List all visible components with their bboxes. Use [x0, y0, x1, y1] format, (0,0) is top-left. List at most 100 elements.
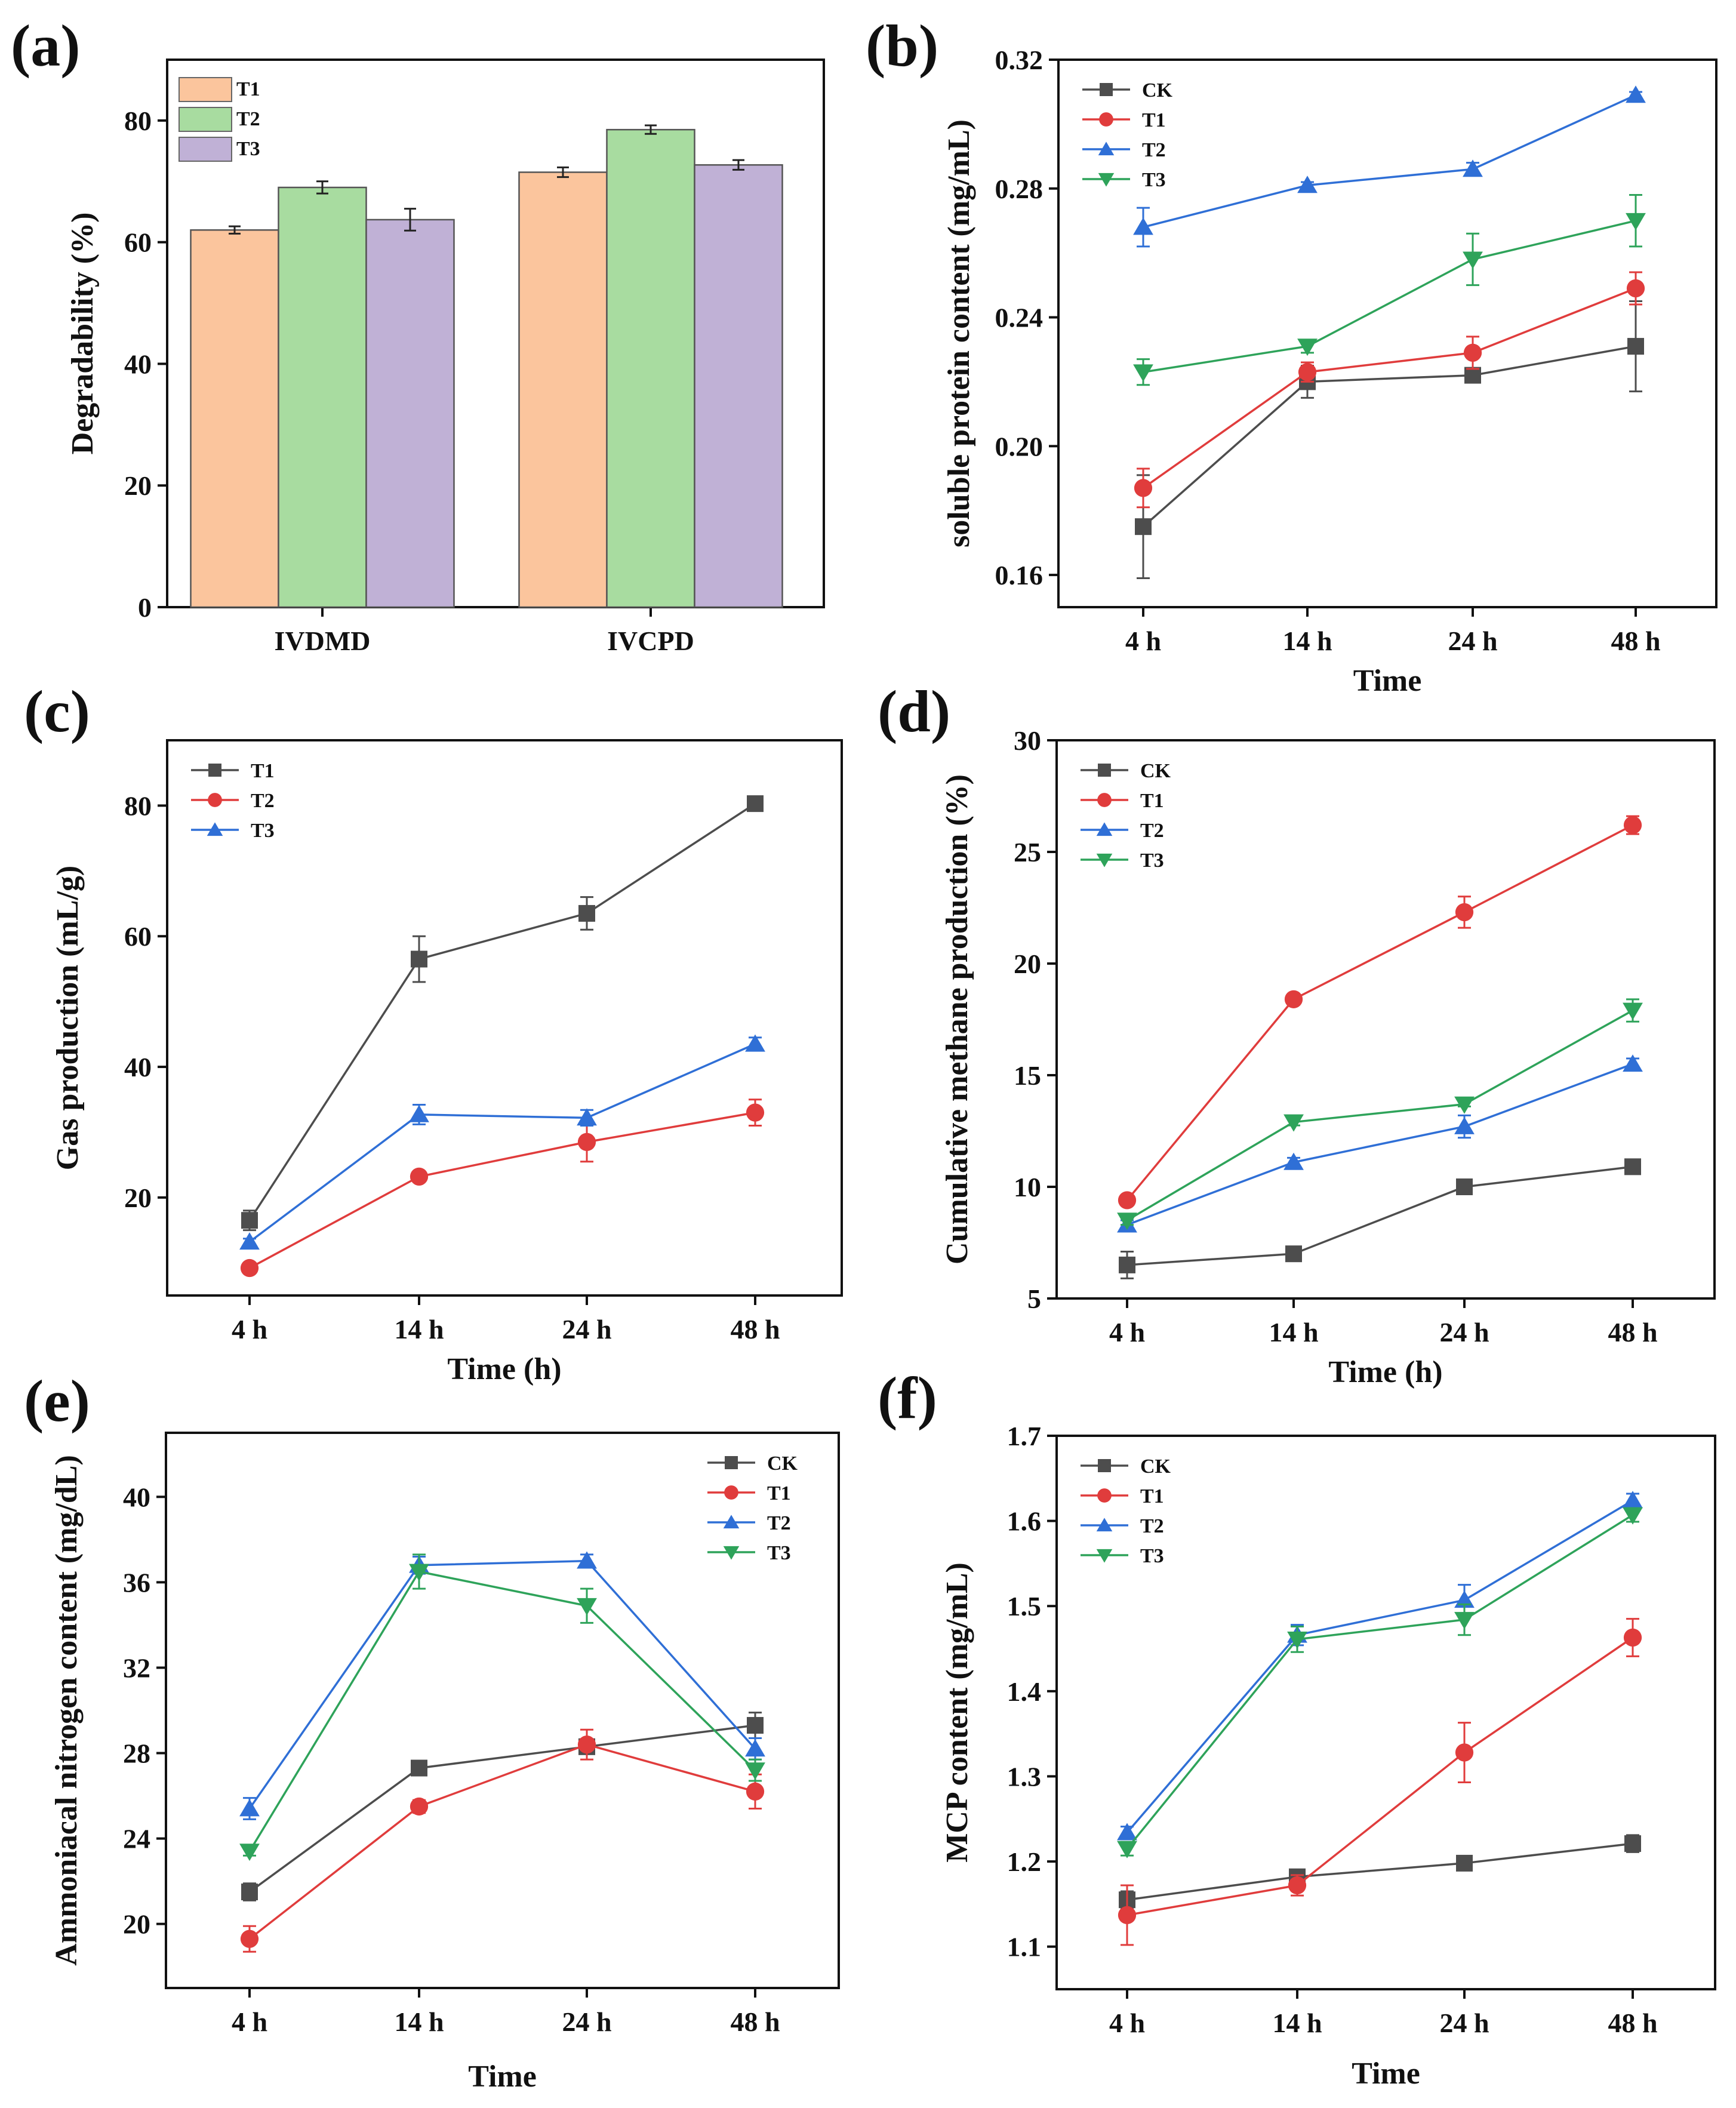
point-T3-4 h: [1117, 1841, 1137, 1858]
series-line-T2: [248, 1559, 756, 1810]
legend-label: T2: [767, 1512, 791, 1534]
point-CK-48 h: [1624, 1835, 1641, 1852]
series-line-T2: [249, 1111, 756, 1269]
legend-label: T3: [1142, 169, 1166, 191]
y-tick-label: 20: [1014, 949, 1041, 979]
y-tick-label: 10: [1014, 1172, 1041, 1202]
bar-T1-IVCPD: [518, 171, 608, 608]
bar-T1-IVDMD: [190, 229, 279, 608]
y-tick-label: 28: [123, 1738, 150, 1769]
legend-label: T3: [1140, 850, 1164, 872]
x-tick-label: 48 h: [1608, 2008, 1657, 2038]
point-CK-4 h: [1135, 518, 1152, 536]
legend-marker: [1098, 764, 1111, 777]
legend-marker: [1098, 173, 1115, 187]
point-T3-24 h: [1454, 1612, 1475, 1630]
point-T3-4 h: [239, 1232, 260, 1250]
x-tick-label: 4 h: [1125, 626, 1161, 656]
point-T3-24 h: [1454, 1096, 1475, 1114]
legend-label: T1: [251, 760, 275, 782]
legend-marker: [1096, 853, 1113, 867]
x-axis-title: Time: [1352, 2057, 1420, 2091]
y-tick-label: 1.7: [1007, 1421, 1042, 1451]
x-tick-label: 24 h: [1439, 1317, 1489, 1347]
legend-marker: [725, 1456, 738, 1469]
point-T2-48 h: [1623, 1054, 1643, 1072]
legend-swatch: [178, 77, 232, 102]
point-T2-4 h: [1117, 1823, 1137, 1841]
point-CK-14 h: [1285, 1245, 1302, 1263]
y-tick-label: 30: [1014, 725, 1041, 756]
y-axis-title: Ammoniacal nitrogen content (mg/dL): [50, 1455, 84, 1966]
point-T1-24 h: [1455, 1743, 1474, 1762]
point-CK-14 h: [411, 1759, 427, 1777]
y-tick-label: 80: [124, 106, 152, 136]
point-T1-48 h: [747, 795, 764, 813]
point-T3-14 h: [1287, 1631, 1307, 1649]
point-T3-48 h: [1626, 213, 1646, 230]
y-tick-label: 60: [124, 921, 152, 952]
y-tick-label: 24: [123, 1824, 150, 1854]
y-tick-label: 80: [124, 790, 152, 821]
x-tick-label: 14 h: [1282, 626, 1332, 656]
y-axis-title: Cumulative methane production (%): [940, 774, 974, 1264]
y-tick-label: 40: [124, 1052, 152, 1082]
legend-label: CK: [1140, 760, 1171, 782]
legend-marker: [723, 1546, 740, 1560]
plot-frame: [166, 739, 843, 1297]
y-tick-label: 1.2: [1007, 1847, 1042, 1877]
point-T1-4 h: [1134, 479, 1153, 497]
panel-d: (d) 5 10 15 20 25 30 4 h 14 h 24 h 48 h Cumulative …: [878, 678, 1716, 1389]
point-T2-48 h: [746, 1103, 765, 1122]
plot-frame: [1055, 739, 1716, 1300]
legend-marker: [208, 764, 221, 777]
legend-marker: [1096, 1518, 1113, 1532]
point-T3-24 h: [577, 1108, 597, 1126]
point-T3-48 h: [1623, 1002, 1643, 1020]
panel-label: (a): [11, 13, 81, 79]
panel-label: (e): [24, 1368, 90, 1434]
legend-label: CK: [1142, 79, 1173, 101]
x-tick-label: 14 h: [394, 2007, 444, 2037]
y-axis-title: Degradability (%): [66, 213, 100, 455]
plot-frame: [1055, 1435, 1716, 1990]
bar-T3-IVDMD: [365, 219, 455, 608]
legend-label: T3: [236, 138, 260, 160]
legend-label: T1: [1140, 790, 1164, 812]
x-tick-label: 24 h: [1439, 2008, 1489, 2038]
panel-a: (a) 0 20 40 60 80 IVDMD IVCPD Degradability (%) T…: [11, 13, 825, 656]
point-T3-48 h: [745, 1762, 765, 1780]
series-line-T3: [1126, 1010, 1633, 1221]
series-line-T3: [248, 1570, 756, 1852]
bar-T2-IVCPD: [606, 128, 695, 608]
y-tick-label: 40: [123, 1482, 150, 1512]
series-line-CK: [1126, 1165, 1633, 1266]
y-axis-title: MCP content (mg/mL): [940, 1562, 974, 1863]
point-T1-4 h: [1118, 1191, 1137, 1210]
legend-label: T2: [236, 108, 260, 130]
panel-e: (e) 20 24 28 32 36 40 4 h 14 h 24 h 48 h Ammoniacal…: [24, 1368, 840, 2094]
legend-label: T3: [1140, 1545, 1164, 1567]
point-T1-24 h: [1455, 903, 1474, 922]
y-tick-label: 32: [123, 1652, 150, 1683]
point-T2-48 h: [1626, 85, 1646, 103]
plot-frame: [165, 1432, 840, 1989]
point-T1-14 h: [411, 950, 427, 968]
point-T2-14 h: [410, 1167, 429, 1186]
legend-label: T2: [1140, 1515, 1164, 1537]
y-tick-label: 40: [124, 349, 152, 379]
legend-label: T1: [767, 1482, 791, 1504]
legend-label: T3: [251, 820, 275, 842]
x-tick-label: 14 h: [1269, 1317, 1318, 1347]
legend-marker: [208, 793, 222, 807]
series-line-CK: [1126, 1842, 1633, 1901]
x-tick-label: 48 h: [1608, 1317, 1657, 1347]
point-T2-24 h: [1463, 159, 1483, 177]
legend-marker: [1098, 141, 1115, 156]
x-tick-label: IVCPD: [607, 626, 694, 656]
legend-marker: [1097, 1488, 1112, 1503]
point-T1-14 h: [1288, 1876, 1307, 1895]
y-tick-label: 1.3: [1007, 1761, 1042, 1792]
y-tick-label: 0.28: [995, 174, 1044, 204]
x-tick-label: 4 h: [1109, 2008, 1145, 2038]
